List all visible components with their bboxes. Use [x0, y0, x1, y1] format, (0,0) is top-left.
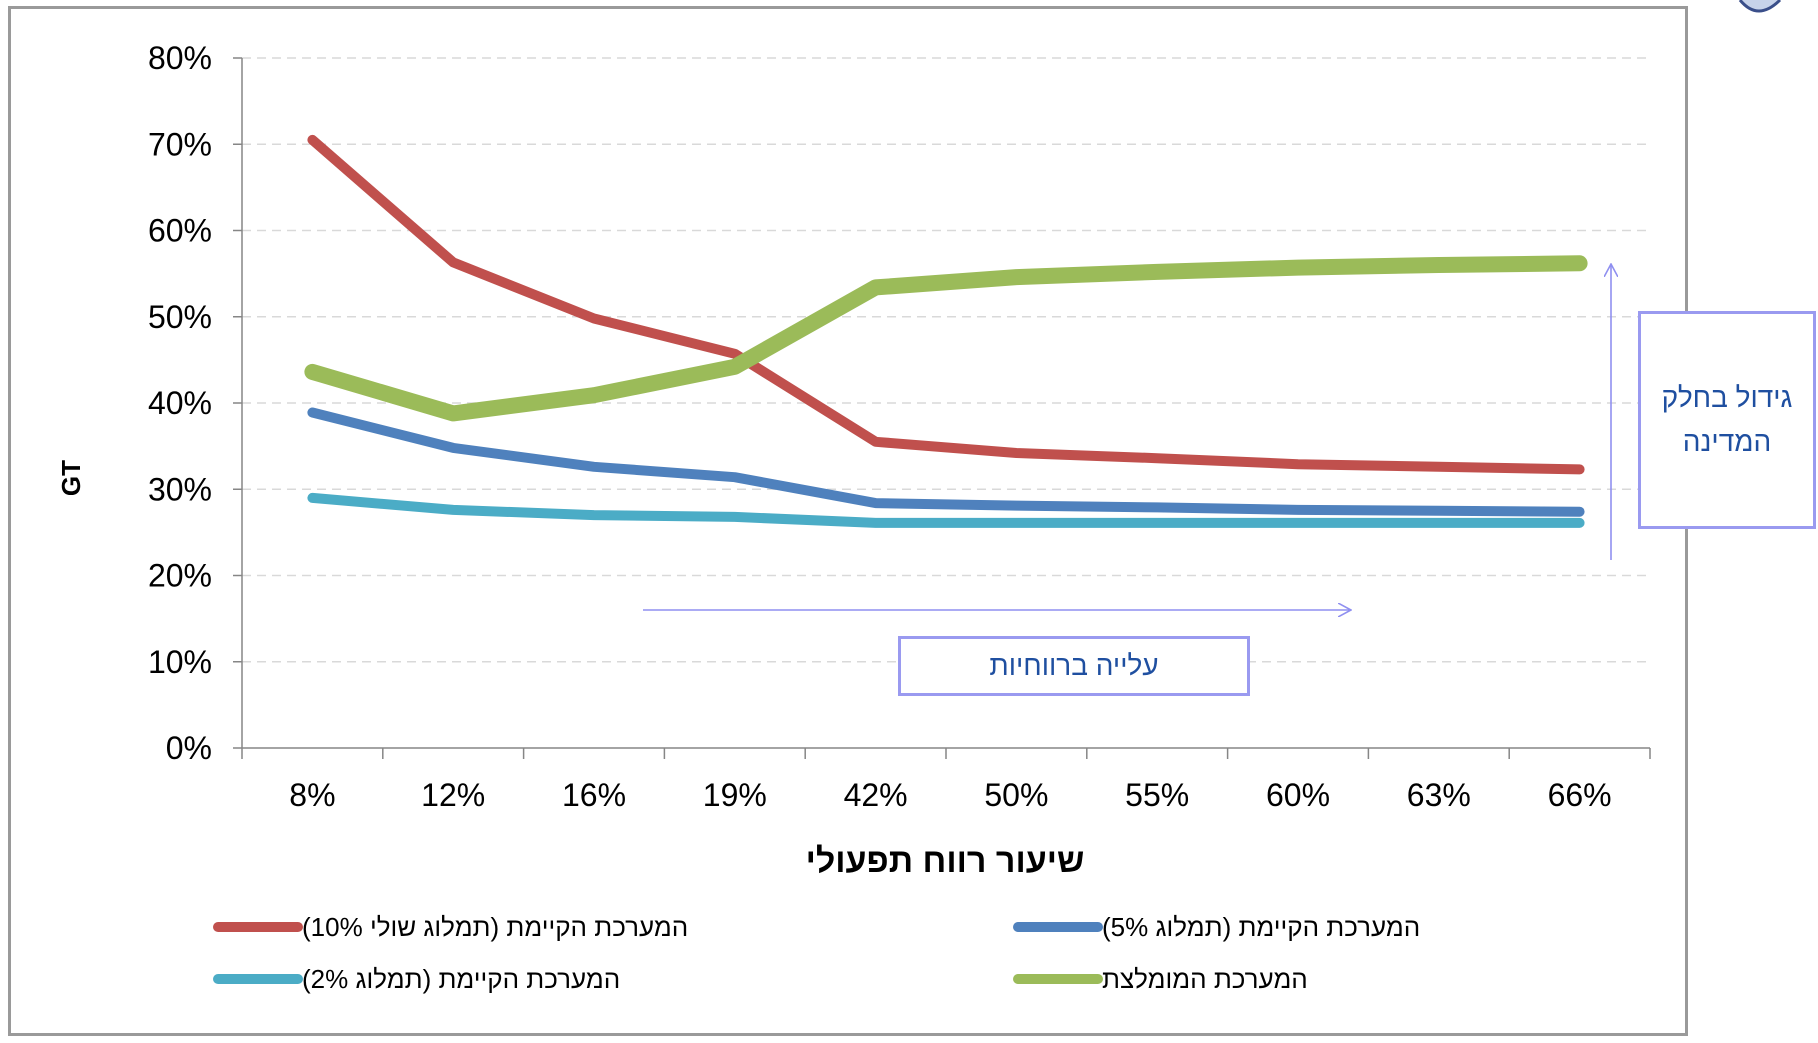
y-tick-label: 80% [148, 40, 212, 76]
x-tick-label: 16% [562, 777, 626, 813]
legend-layer: המערכת הקיימת (תמלוג שולי 10%) המערכת הקי… [213, 912, 1420, 994]
annotation-state-share-growth: גידול בחלק המדינה [1638, 311, 1816, 529]
y-tick-label: 0% [166, 730, 212, 766]
y-axis-title: GT [56, 460, 86, 496]
legend-label: המערכת הקיימת (תמלוג 5%) [1102, 912, 1420, 942]
x-tick-label: 55% [1125, 777, 1189, 813]
x-tick-label: 19% [703, 777, 767, 813]
y-tick-label: 50% [148, 299, 212, 335]
series-line [304, 255, 1588, 422]
x-tick-label: 66% [1548, 777, 1612, 813]
x-axis-title: שיעור רווח תפעולי [806, 842, 1085, 880]
y-tick-label: 30% [148, 471, 212, 507]
series-line [307, 492, 1585, 528]
x-tick-label: 42% [844, 777, 908, 813]
series-layer [304, 134, 1588, 528]
annotation-state-share-text: גידול בחלק המדינה [1661, 382, 1793, 457]
annotation-profit-text: עלייה ברווחיות [989, 650, 1159, 681]
legend-label: המערכת המומלצת [1102, 964, 1308, 994]
legend-label: המערכת הקיימת (תמלוג 2%) [302, 964, 620, 994]
x-tick-label: 60% [1266, 777, 1330, 813]
x-tick-label: 63% [1407, 777, 1471, 813]
axis-layer [233, 57, 1651, 759]
x-tick-label: 12% [421, 777, 485, 813]
series-line [307, 134, 1585, 475]
annotation-profit-increase: עלייה ברווחיות [898, 636, 1250, 696]
series-line [307, 407, 1585, 517]
x-tick-label: 50% [984, 777, 1048, 813]
corner-emblem-icon [1738, 0, 1782, 13]
grid-layer [242, 57, 1650, 663]
y-tick-label: 20% [148, 558, 212, 594]
y-tick-label: 70% [148, 126, 212, 162]
y-tick-label: 60% [148, 213, 212, 249]
y-tick-label: 10% [148, 644, 212, 680]
y-tick-label: 40% [148, 385, 212, 421]
legend-label: המערכת הקיימת (תמלוג שולי 10%) [302, 912, 688, 942]
x-tick-label: 8% [289, 777, 335, 813]
label-layer: 0% 10% 20% 30% 40% 50% 60% 70% 80% 8% 12% 16% 19% 42%… [148, 40, 1612, 813]
